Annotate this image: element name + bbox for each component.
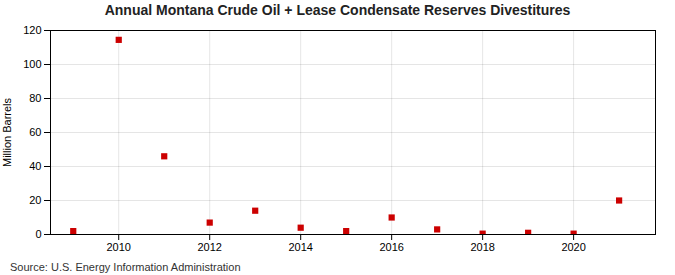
html-text:Annual Montana Crude Oil + Lea: Annual Montana Crude Oil + Lease Condens… bbox=[104, 2, 571, 18]
svg-text:2010: 2010 bbox=[106, 241, 130, 253]
html-text:Source: U.S. Energy Informatio: Source: U.S. Energy Information Administ… bbox=[10, 261, 241, 273]
svg-text:100: 100 bbox=[23, 58, 41, 70]
svg-text:120: 120 bbox=[23, 24, 41, 36]
svg-text:Million Barrels: Million Barrels bbox=[1, 97, 13, 167]
svg-text:20: 20 bbox=[29, 194, 41, 206]
svg-text:2012: 2012 bbox=[197, 241, 221, 253]
svg-text:2016: 2016 bbox=[379, 241, 403, 253]
svg-text:40: 40 bbox=[29, 160, 41, 172]
svg-text:2018: 2018 bbox=[470, 241, 494, 253]
svg-text:0: 0 bbox=[35, 228, 41, 240]
svg-text:2014: 2014 bbox=[288, 241, 312, 253]
svg-text:2020: 2020 bbox=[561, 241, 585, 253]
svg-text:60: 60 bbox=[29, 126, 41, 138]
svg-text:80: 80 bbox=[29, 92, 41, 104]
